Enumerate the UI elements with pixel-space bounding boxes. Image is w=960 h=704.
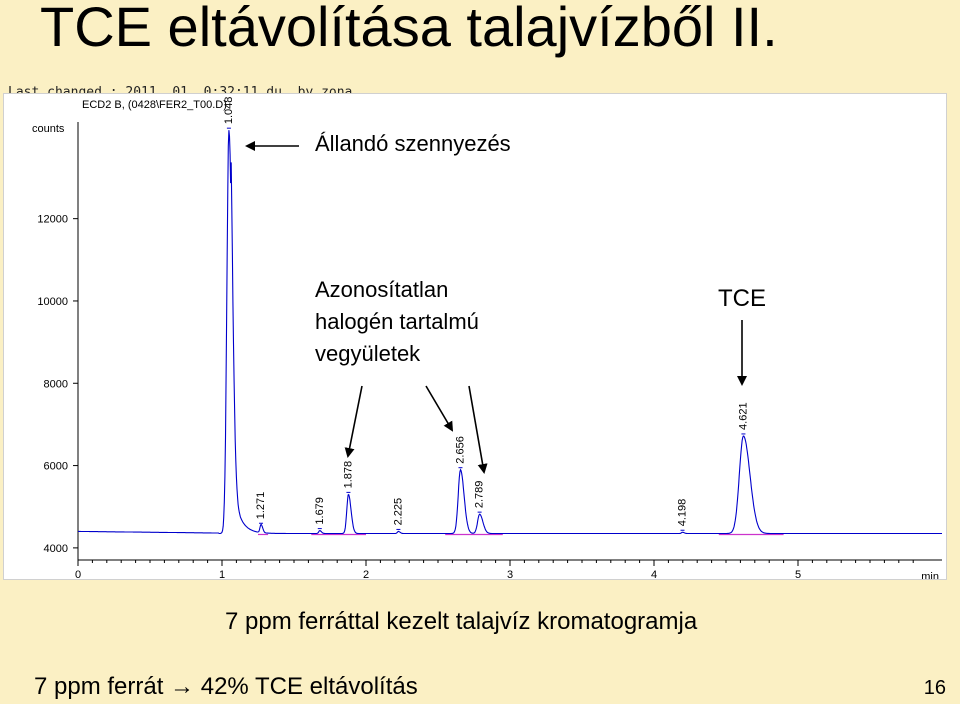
x-tick-label: 2 (363, 569, 369, 579)
peak-label: 1.048 (223, 97, 235, 125)
x-tick-label: 4 (651, 569, 657, 579)
chromatogram-chart: ECD2 B, (0428\FER2_T00.D)counts 4000 6000 8… (32, 97, 942, 583)
header-strip: Last changed : 2011. 01. 0:32:11 du. by … (8, 85, 353, 96)
peak-label: 2.789 (474, 481, 486, 509)
peak-label: 2.656 (454, 436, 466, 464)
arrow-peak-2656 (425, 385, 454, 432)
y-tick-label: 4000 (44, 543, 68, 555)
peak-label: 1.878 (342, 461, 354, 489)
annotation-unidentified-line: Azonosítatlan (315, 277, 448, 302)
page-number: 16 (923, 677, 946, 699)
signal-trace (78, 130, 942, 535)
x-axis-label: min (921, 571, 939, 579)
y-tick-label: 10000 (37, 296, 68, 308)
y-axis-label: counts (32, 123, 65, 135)
footer-text: 7 ppm ferrát → 42% TCE eltávolítás (34, 673, 418, 700)
peak-label: 2.225 (392, 498, 404, 526)
arrow-peak-1878 (344, 385, 363, 458)
signal-label: ECD2 B, (0428\FER2_T00.D) (82, 99, 227, 111)
x-tick-label: 5 (795, 569, 801, 579)
annotation-allando: Állandó szennyezés (315, 131, 511, 156)
annotation-unidentified-line: halogén tartalmú (315, 309, 479, 334)
x-tick-label: 0 (75, 569, 81, 579)
y-tick-label: 12000 (37, 214, 68, 226)
y-tick-label: 6000 (44, 461, 68, 473)
x-tick-label: 3 (507, 569, 513, 579)
slide-title: TCE eltávolítása talajvízből II. (40, 0, 778, 58)
x-tick-label: 1 (219, 569, 225, 579)
chart-frame: ECD2 B, (0428\FER2_T00.D)counts 4000 6000 8… (3, 93, 947, 583)
y-tick-label: 8000 (44, 378, 68, 390)
annotation-unidentified-line: vegyületek (315, 341, 421, 366)
arrow-peak-2789 (468, 385, 488, 474)
peak-label: 1.271 (255, 492, 267, 520)
annotation-tce: TCE (718, 285, 766, 312)
chart-caption: 7 ppm ferráttal kezelt talajvíz kromatog… (225, 608, 698, 635)
peak-label: 4.621 (737, 402, 749, 430)
peak-label: 1.679 (314, 497, 326, 525)
peak-label: 4.198 (677, 499, 689, 527)
